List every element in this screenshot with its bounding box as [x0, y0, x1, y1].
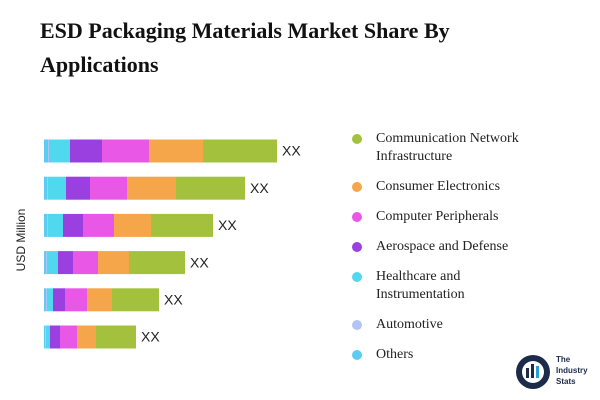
- bar-segment: [44, 288, 46, 312]
- bar-segment: [151, 213, 213, 237]
- bar-segment: [149, 139, 203, 163]
- chart-title: ESD Packaging Materials Market Share By …: [40, 18, 450, 77]
- bar-segment: [47, 176, 48, 200]
- bar-segment: [63, 213, 83, 237]
- logo-line: Industry: [556, 366, 588, 375]
- bar-segment: [44, 213, 47, 237]
- bar-segment: [47, 213, 48, 237]
- bar-segment: [203, 139, 277, 163]
- bar-segment: [96, 325, 136, 349]
- bar-segment: [83, 213, 114, 237]
- legend-item: Computer Peripherals: [352, 208, 552, 226]
- bar-segment: [44, 139, 48, 163]
- legend-label: Computer Peripherals: [376, 209, 499, 224]
- bar-segment: [129, 251, 185, 275]
- value-label: XX: [141, 329, 160, 345]
- legend-item: Aerospace and Defense: [352, 238, 552, 256]
- legend-marker: [352, 320, 362, 330]
- logo-line: The: [556, 355, 571, 364]
- bar-segment: [87, 288, 112, 312]
- legend-marker: [352, 134, 362, 144]
- legend-marker: [352, 242, 362, 252]
- bar-segment: [90, 176, 127, 200]
- bar-segment: [44, 176, 47, 200]
- bar-segment: [48, 213, 63, 237]
- bar-segment: [114, 213, 151, 237]
- legend-marker: [352, 182, 362, 192]
- value-label: XX: [218, 217, 237, 233]
- bar-segment: [77, 325, 96, 349]
- bar-segment: [66, 176, 90, 200]
- bar-segment: [98, 251, 129, 275]
- value-label: XX: [250, 180, 269, 196]
- bar-segment: [53, 288, 65, 312]
- legend-item: Consumer Electronics: [352, 178, 552, 196]
- legend-label: Others: [376, 347, 414, 362]
- legend-item: Others: [352, 346, 552, 364]
- legend-label: Aerospace and Defense: [376, 239, 509, 254]
- bar-segment: [46, 251, 47, 275]
- legend: Communication Network Infrastructure Cons…: [352, 130, 552, 364]
- bar-segment: [46, 288, 47, 312]
- legend-label: Consumer Electronics: [376, 179, 501, 194]
- bar-segment: [176, 176, 245, 200]
- y-axis-label: USD Million: [14, 209, 28, 272]
- bar-segment: [48, 176, 66, 200]
- bar-segment: [48, 139, 49, 163]
- bar-segment: [127, 176, 176, 200]
- legend-label: Healthcare and Instrumentation: [376, 269, 465, 302]
- legend-marker: [352, 350, 362, 360]
- logo-line: Stats: [556, 377, 576, 386]
- value-label: XX: [164, 292, 183, 308]
- bar-segment: [46, 325, 50, 349]
- bar-segment: [47, 288, 53, 312]
- legend-marker: [352, 212, 362, 222]
- bar-segment: [73, 251, 98, 275]
- bar-segment: [60, 325, 77, 349]
- bar-segment: [49, 139, 70, 163]
- legend-marker: [352, 272, 362, 282]
- bar-segment: [44, 325, 45, 349]
- legend-item: Communication Network Infrastructure: [352, 130, 552, 166]
- value-label: XX: [282, 143, 301, 159]
- value-label: XX: [190, 254, 209, 270]
- legend-item: Automotive: [352, 316, 552, 334]
- bar-segment: [50, 325, 60, 349]
- bar-segment: [58, 251, 73, 275]
- bar-segment: [45, 325, 46, 349]
- legend-label: Communication Network Infrastructure: [376, 131, 519, 164]
- bar-segment: [70, 139, 102, 163]
- logo-text: The Industry Stats: [556, 354, 588, 387]
- bar-segment: [102, 139, 149, 163]
- bar-segment: [44, 251, 46, 275]
- bar-segment: [112, 288, 159, 312]
- legend-label: Automotive: [376, 317, 443, 332]
- legend-item: Healthcare and Instrumentation: [352, 268, 552, 304]
- bar-segment: [65, 288, 87, 312]
- bar-segment: [47, 251, 58, 275]
- logo-icon: [516, 355, 550, 389]
